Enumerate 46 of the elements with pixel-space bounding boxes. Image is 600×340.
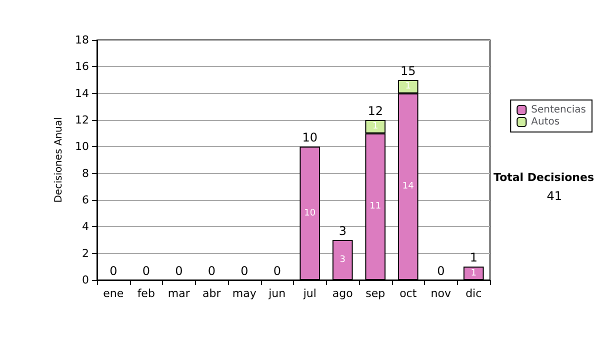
data-label: 11 bbox=[370, 202, 382, 212]
x-tick-label: nov bbox=[430, 287, 452, 300]
x-tick-label: sep bbox=[366, 287, 386, 300]
total-label: 3 bbox=[338, 224, 346, 238]
x-tick-label: dic bbox=[466, 287, 482, 300]
x-tick-label: ago bbox=[332, 287, 354, 300]
y-tick-label: 18 bbox=[75, 34, 89, 46]
data-label: 3 bbox=[340, 255, 346, 265]
y-tick-label: 8 bbox=[82, 166, 89, 180]
y-tick-label: 2 bbox=[82, 246, 89, 260]
data-label: 10 bbox=[304, 208, 316, 218]
total-label: 0 bbox=[437, 264, 445, 278]
total-label: 0 bbox=[240, 264, 248, 278]
x-tick-label: mar bbox=[168, 287, 190, 300]
total-label: 12 bbox=[368, 104, 384, 118]
data-label: 14 bbox=[402, 182, 414, 192]
x-tick-label: ene bbox=[103, 287, 124, 300]
y-tick-label: 12 bbox=[75, 114, 89, 126]
y-tick-label: 4 bbox=[82, 220, 89, 234]
y-tick-label: 10 bbox=[75, 140, 89, 154]
y-tick-label: 16 bbox=[75, 60, 89, 74]
legend-label: Sentencias bbox=[531, 104, 586, 116]
total-label: 0 bbox=[175, 264, 183, 278]
x-tick-label: may bbox=[232, 287, 257, 300]
total-label: 0 bbox=[142, 264, 150, 278]
total-label: 10 bbox=[302, 130, 318, 145]
data-label: 1 bbox=[372, 122, 378, 132]
total-label: 15 bbox=[400, 64, 416, 78]
data-label: 1 bbox=[405, 82, 411, 92]
legend-label: Autos bbox=[531, 116, 560, 128]
text: 41 bbox=[546, 189, 562, 203]
x-tick-label: jun bbox=[268, 287, 286, 300]
y-tick-label: 14 bbox=[75, 86, 89, 100]
total-label: 0 bbox=[208, 264, 216, 278]
x-tick-label: oct bbox=[400, 287, 418, 300]
y-tick-label: 6 bbox=[82, 194, 89, 206]
total-label: 0 bbox=[273, 264, 281, 278]
x-tick-label: abr bbox=[202, 287, 222, 300]
total-label: 1 bbox=[470, 250, 478, 265]
data-label: 1 bbox=[470, 268, 476, 278]
x-tick-label: jul bbox=[302, 287, 316, 300]
y-tick-label: 0 bbox=[82, 274, 89, 286]
text: Total Decisiones bbox=[494, 171, 594, 184]
total-label: 0 bbox=[110, 264, 118, 278]
x-tick-label: feb bbox=[137, 287, 155, 300]
y-axis-title: Decisiones Anual bbox=[54, 117, 65, 203]
